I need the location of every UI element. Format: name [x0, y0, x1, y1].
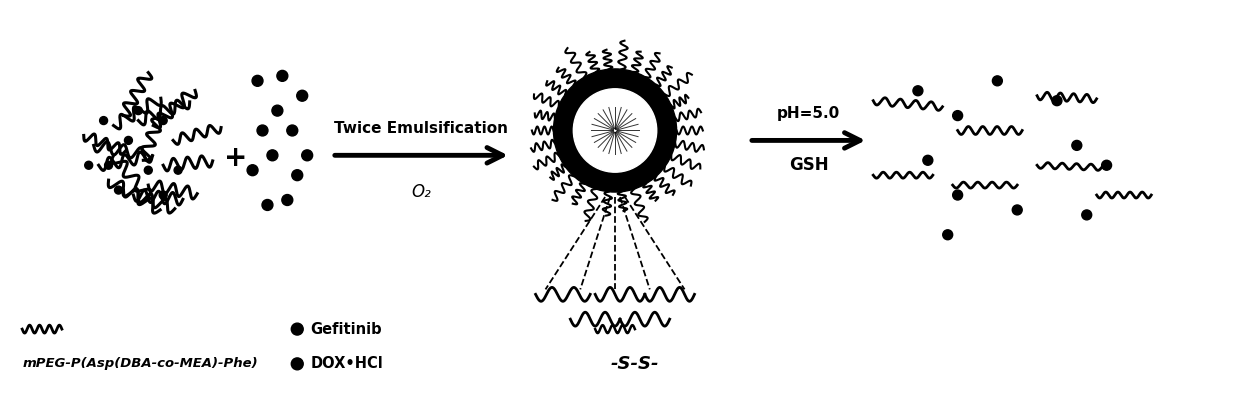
Circle shape — [124, 136, 133, 144]
Circle shape — [159, 117, 167, 125]
Circle shape — [913, 86, 923, 96]
Circle shape — [114, 186, 123, 194]
Circle shape — [266, 150, 278, 161]
Circle shape — [574, 89, 657, 172]
Circle shape — [1052, 96, 1062, 105]
Circle shape — [276, 71, 287, 81]
Circle shape — [1101, 160, 1111, 170]
Circle shape — [953, 111, 963, 121]
Circle shape — [261, 200, 273, 211]
Circle shape — [134, 107, 142, 115]
Circle shape — [281, 194, 292, 205]
Circle shape — [99, 117, 108, 125]
Circle shape — [291, 323, 304, 335]
Circle shape — [1012, 205, 1022, 215]
Circle shape — [297, 90, 307, 101]
Circle shape — [302, 150, 312, 161]
Circle shape — [291, 358, 304, 370]
Text: Twice Emulsification: Twice Emulsification — [335, 121, 508, 136]
Circle shape — [1072, 140, 1082, 150]
Text: -S-S-: -S-S- — [610, 355, 659, 373]
Text: DOX•HCl: DOX•HCl — [310, 356, 383, 371]
Circle shape — [286, 125, 297, 136]
Circle shape — [252, 75, 263, 86]
Circle shape — [84, 161, 93, 169]
Circle shape — [292, 170, 302, 180]
Circle shape — [943, 230, 953, 240]
Circle shape — [992, 76, 1002, 86]
Circle shape — [953, 190, 963, 200]
Text: GSH: GSH — [789, 156, 829, 174]
Circle shape — [159, 191, 167, 199]
Circle shape — [923, 155, 933, 165]
Circle shape — [1082, 210, 1092, 220]
Text: +: + — [224, 144, 248, 172]
Text: O₂: O₂ — [411, 183, 431, 201]
Circle shape — [574, 89, 657, 172]
Circle shape — [271, 105, 282, 116]
Circle shape — [175, 166, 182, 174]
Text: pH=5.0: pH=5.0 — [777, 106, 840, 121]
Circle shape — [247, 165, 258, 176]
Circle shape — [554, 69, 676, 192]
Text: mPEG-P(Asp(DBA-co-MEA)-Phe): mPEG-P(Asp(DBA-co-MEA)-Phe) — [22, 357, 258, 371]
Circle shape — [144, 166, 152, 174]
Circle shape — [104, 161, 113, 169]
Text: Gefitinib: Gefitinib — [310, 322, 382, 336]
Circle shape — [256, 125, 268, 136]
